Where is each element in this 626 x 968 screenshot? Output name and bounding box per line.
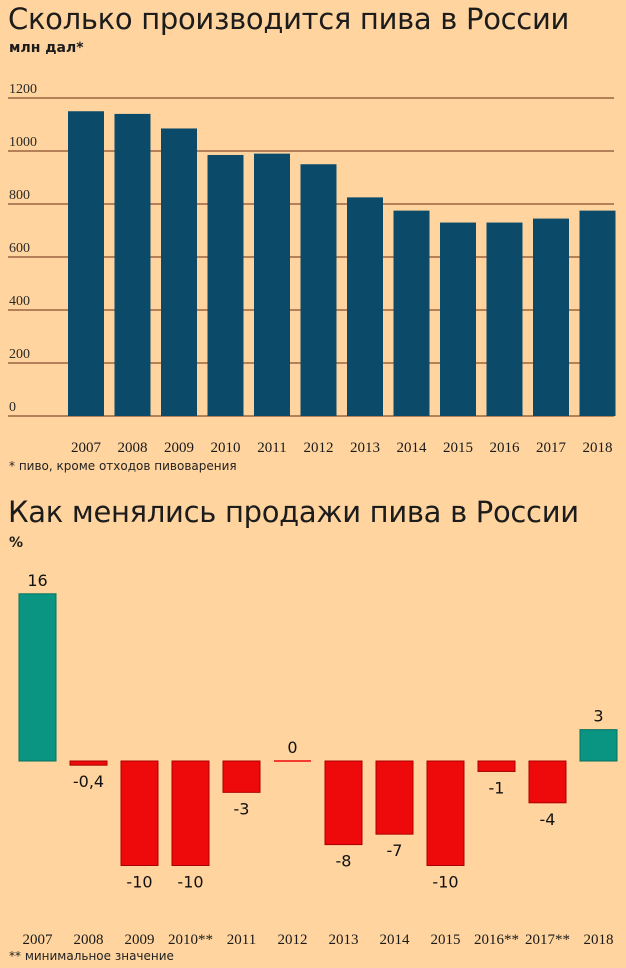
- production-bar: [533, 218, 569, 416]
- sales-x-tick-label: 2016**: [474, 932, 519, 948]
- production-bar: [300, 164, 337, 416]
- sales-data-label: -8: [336, 852, 352, 871]
- production-y-tick-label: 600: [9, 241, 30, 256]
- production-x-tick-label: 2018: [583, 440, 613, 456]
- sales-data-label: -3: [234, 799, 250, 818]
- production-bar: [207, 154, 244, 416]
- production-x-tick-label: 2010: [211, 440, 241, 456]
- production-y-tick-label: 800: [9, 188, 30, 203]
- sales-data-label: -10: [177, 873, 203, 892]
- sales-bar-negative: [222, 760, 261, 793]
- production-chart-unit: млн дал*: [9, 40, 84, 56]
- sales-bar-negative: [426, 760, 465, 866]
- sales-x-tick-label: 2014: [380, 932, 411, 948]
- production-x-tick-label: 2008: [118, 440, 148, 456]
- production-bar: [114, 113, 151, 417]
- sales-x-tick-label: 2013: [329, 932, 359, 948]
- production-bar: [393, 210, 430, 416]
- production-x-tick-label: 2009: [164, 440, 194, 456]
- sales-data-label: -0,4: [73, 772, 104, 791]
- sales-bar-positive: [579, 729, 618, 762]
- sales-bar-negative: [528, 760, 567, 804]
- sales-bar-negative: [171, 760, 210, 866]
- sales-bar-positive: [18, 593, 57, 762]
- production-bar: [486, 222, 523, 416]
- production-x-tick-label: 2015: [443, 440, 473, 456]
- production-x-tick-label: 2012: [304, 440, 334, 456]
- production-x-ticks: 2007 2008 2009 2010 2011 2012 2013 2014 2015 2016…: [71, 440, 613, 456]
- sales-chart-title: Как менялись продажи пива в России: [8, 495, 579, 529]
- sales-x-tick-label: 2017**: [525, 932, 570, 948]
- production-y-tick-label: 400: [9, 294, 30, 309]
- production-y-ticks: 0 200 400 600 800 1000 1200: [9, 82, 37, 415]
- production-bar: [347, 197, 383, 416]
- sales-data-label: -7: [387, 841, 403, 860]
- production-bar: [440, 222, 476, 416]
- sales-x-tick-label: 2015: [431, 932, 461, 948]
- sales-footnote: ** минимальное значение: [9, 949, 174, 963]
- production-x-tick-label: 2017: [536, 440, 567, 456]
- sales-data-labels: 16 -0,4 -10 -10 -3 0 -8 -7 -10 -1 -4 3: [27, 571, 603, 892]
- sales-x-tick-label: 2009: [125, 932, 155, 948]
- sales-bar-negative: [477, 760, 516, 772]
- sales-bar-negative: [69, 760, 108, 766]
- sales-x-tick-label: 2018: [584, 932, 614, 948]
- sales-x-tick-label: 2008: [74, 932, 104, 948]
- production-y-tick-label: 200: [9, 347, 30, 362]
- production-bar: [68, 111, 104, 416]
- sales-x-ticks: 2007 2008 2009 2010** 2011 2012 2013 2014 2015 20…: [23, 932, 614, 948]
- production-x-tick-label: 2014: [397, 440, 428, 456]
- production-y-tick-label: 1000: [9, 135, 37, 150]
- production-x-tick-label: 2013: [350, 440, 380, 456]
- sales-bar-negative: [324, 760, 363, 846]
- sales-data-label: 0: [287, 738, 297, 757]
- production-x-tick-label: 2007: [71, 440, 102, 456]
- sales-bar-negative: [120, 760, 159, 866]
- sales-data-label: -1: [489, 778, 505, 797]
- production-y-tick-label: 1200: [9, 82, 37, 97]
- production-chart-title: Сколько производится пива в России: [8, 2, 570, 36]
- sales-bar-negative: [375, 760, 414, 835]
- sales-bars: [18, 593, 618, 866]
- production-bar: [579, 210, 616, 416]
- production-bar: [254, 153, 290, 416]
- sales-data-label: 3: [593, 707, 603, 726]
- sales-data-label: -10: [126, 873, 152, 892]
- production-x-tick-label: 2011: [257, 440, 286, 456]
- production-x-tick-label: 2016: [490, 440, 521, 456]
- sales-chart-unit: %: [9, 535, 24, 551]
- sales-x-tick-label: 2007: [23, 932, 54, 948]
- production-y-tick-label: 0: [9, 400, 16, 415]
- sales-data-label: 16: [27, 571, 47, 590]
- production-footnote: * пиво, кроме отходов пивоварения: [9, 459, 237, 473]
- sales-x-tick-label: 2011: [227, 932, 256, 948]
- sales-x-tick-label: 2012: [278, 932, 308, 948]
- production-bar: [161, 128, 197, 416]
- sales-data-label: -4: [540, 810, 556, 829]
- sales-x-tick-label: 2010**: [168, 932, 213, 948]
- production-bars: [68, 111, 616, 417]
- sales-data-label: -10: [432, 873, 458, 892]
